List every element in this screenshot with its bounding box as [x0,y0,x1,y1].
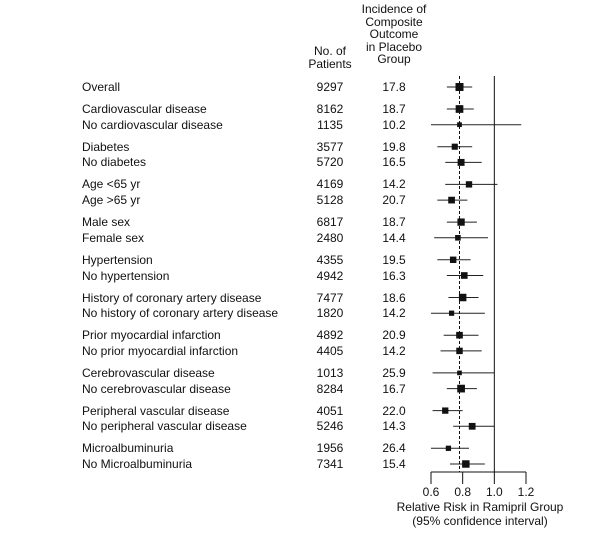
x-axis-label: Relative Risk in Ramipril Group [397,500,564,514]
point-estimate [456,347,463,355]
row-patients: 4051 [316,403,344,418]
header-patients-line: Patients [308,56,352,71]
point-estimate [448,310,455,316]
point-estimate [448,196,455,204]
row-patients: 7477 [316,290,344,305]
row-label: Cardiovascular disease [82,102,207,116]
point-estimate [456,331,463,339]
row-label: Peripheral vascular disease [82,403,230,418]
row-incidence: 14.3 [382,419,406,434]
row-incidence: 18.7 [382,102,406,116]
row-label: No prior myocardial infarction [82,343,239,358]
row-incidence: 18.6 [382,290,406,305]
header-incidence: Incidence of Composite Outcome in Placeb… [352,3,436,66]
row-patients: 6817 [316,215,344,230]
point-estimate [455,235,461,241]
row-incidence: 10.2 [382,117,406,132]
row-incidence: 20.7 [382,193,406,208]
row-incidence: 15.4 [382,457,406,471]
row-patients: 5720 [316,155,344,170]
header-incidence-line: Composite [365,14,423,29]
row-incidence: 19.8 [382,139,406,154]
row-label: Microalbuminuria [82,441,174,456]
row-patients: 1135 [317,117,343,132]
point-estimate [468,422,476,430]
row-incidence: 18.7 [382,215,406,230]
row-label: No cardiovascular disease [82,117,223,132]
row-incidence: 20.9 [382,328,406,343]
row-label: No diabetes [82,155,147,170]
row-incidence: 16.3 [382,268,406,283]
row-patients: 1820 [316,306,344,321]
point-estimate [457,218,465,226]
row-patients: 5246 [316,419,344,434]
row-patients: 8162 [316,102,344,116]
x-tick-label: 1.2 [518,485,535,499]
row-label: No history of coronary artery disease [82,306,279,321]
row-patients: 9297 [316,80,344,94]
row-patients: 1013 [316,365,344,380]
point-estimate [457,384,465,393]
row-incidence: 14.2 [382,177,406,192]
row-patients: 5128 [316,193,344,208]
row-label: Overall [82,80,121,94]
row-incidence: 16.5 [382,155,406,170]
row-incidence: 14.2 [382,343,406,358]
x-tick-label: 0.6 [423,485,440,499]
point-estimate [457,158,465,166]
row-incidence: 14.2 [382,306,406,321]
row-incidence: 16.7 [382,381,406,396]
x-tick-label: 1.0 [486,485,503,499]
row-incidence: 14.4 [382,230,406,245]
x-tick-label: 0.8 [454,485,471,499]
x-axis-label: (95% confidence interval) [412,514,547,528]
header-patients-line: No. of [313,44,346,58]
row-patients: 7341 [316,457,344,471]
header-incidence-line: Group [377,52,411,66]
row-label: Male sex [82,215,131,230]
row-label: No hypertension [82,268,170,283]
row-incidence: 19.5 [382,252,406,267]
row-patients: 3577 [316,139,344,154]
point-estimate [442,407,449,414]
header-incidence-line: Incidence of [361,2,427,16]
point-estimate [458,293,467,302]
header-incidence-line: in Placebo [365,39,423,54]
header-patients: No. of Patients [300,45,360,70]
row-label: Prior myocardial infarction [82,328,221,343]
point-estimate [460,272,468,279]
row-patients: 4942 [316,268,344,283]
row-patients: 4892 [316,328,344,343]
row-label: No cerebrovascular disease [82,381,231,396]
row-label: Age <65 yr [82,177,141,192]
point-estimate [465,181,473,188]
row-patients: 2480 [316,230,344,245]
point-estimate [451,143,458,150]
row-patients: 4169 [316,177,344,192]
row-patients: 8284 [316,381,344,396]
row-label: History of coronary artery disease [82,290,262,305]
point-estimate [445,445,452,451]
point-estimate [449,256,457,264]
row-label: Hypertension [82,252,153,267]
row-label: Female sex [82,230,145,245]
point-estimate [457,122,462,128]
row-incidence: 25.9 [382,365,406,380]
row-incidence: 26.4 [382,441,406,456]
row-patients: 4355 [316,252,344,267]
row-label: Cerebrovascular disease [82,365,215,380]
row-incidence: 17.8 [382,80,406,94]
row-patients: 4405 [316,343,344,358]
header-incidence-line: Outcome [369,27,419,41]
row-label: No Microalbuminuria [82,457,193,471]
row-label: No peripheral vascular disease [82,419,247,434]
row-label: Age >65 yr [82,193,141,208]
row-patients: 1956 [316,441,344,456]
point-estimate [462,460,470,468]
row-label: Diabetes [82,139,130,154]
row-incidence: 22.0 [382,403,406,418]
